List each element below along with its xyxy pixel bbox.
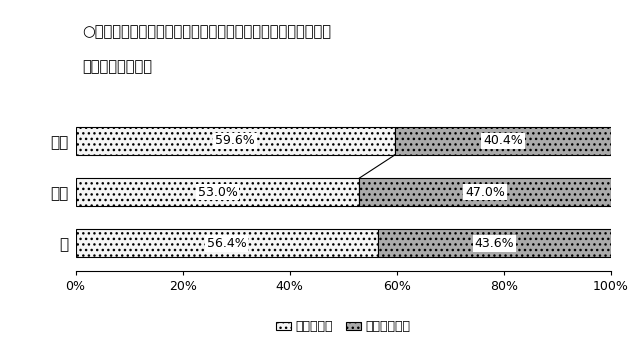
Bar <box>359 178 611 206</box>
Text: 56.4%: 56.4% <box>207 237 246 250</box>
Legend: 知っている, 知らなかった: 知っている, 知らなかった <box>271 315 416 338</box>
Text: ○　機構以外での年金担保融資が禁止されていることについて: ○ 機構以外での年金担保融資が禁止されていることについて <box>82 24 331 39</box>
Text: 53.0%: 53.0% <box>198 185 238 199</box>
Bar <box>377 229 611 258</box>
Text: 43.6%: 43.6% <box>474 237 514 250</box>
Bar <box>395 127 611 155</box>
Bar <box>76 127 395 155</box>
Text: 47.0%: 47.0% <box>466 185 505 199</box>
Bar <box>76 229 377 258</box>
Text: 40.4%: 40.4% <box>483 134 523 148</box>
Text: 知っているか: 知っているか <box>82 59 152 74</box>
Bar <box>76 178 359 206</box>
Text: 59.6%: 59.6% <box>215 134 255 148</box>
